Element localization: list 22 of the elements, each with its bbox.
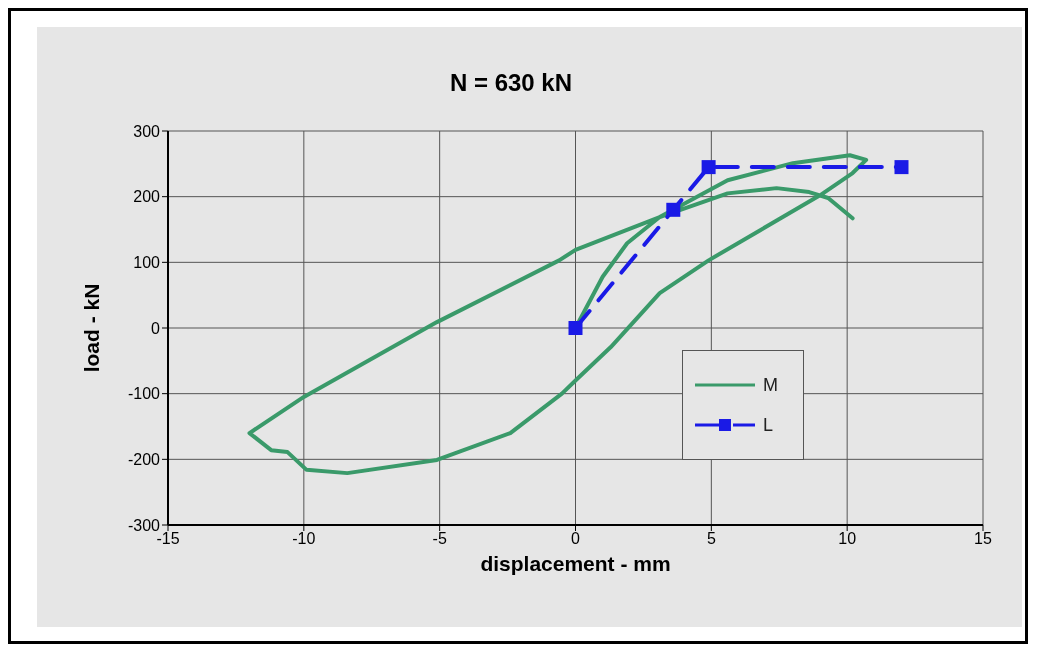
x-tick-label: 15	[974, 530, 992, 548]
legend-label: M	[763, 374, 778, 397]
point	[568, 321, 583, 335]
y-tick-label: 100	[133, 254, 161, 272]
x-tick-label: 10	[838, 530, 857, 548]
y-axis-title: load - kN	[80, 283, 104, 373]
legend-label: L	[763, 414, 774, 437]
x-axis-title: displacement - mm	[480, 552, 671, 575]
point	[894, 160, 909, 175]
y-tick-label: 200	[133, 188, 161, 206]
x-tick-label: 5	[706, 530, 716, 548]
y-tick-label: -100	[127, 385, 161, 403]
y-tick-label: 0	[151, 319, 161, 337]
line-series	[247, 153, 869, 476]
y-tick-label: -200	[127, 451, 161, 469]
point	[701, 160, 716, 175]
x-tick-label: 0	[571, 530, 581, 548]
chart-title: N = 630 kN	[448, 69, 574, 97]
x-tick-label: -5	[432, 530, 447, 548]
x-tick-label: -10	[292, 530, 316, 548]
y-tick-label: 300	[133, 122, 161, 140]
point	[666, 202, 681, 217]
